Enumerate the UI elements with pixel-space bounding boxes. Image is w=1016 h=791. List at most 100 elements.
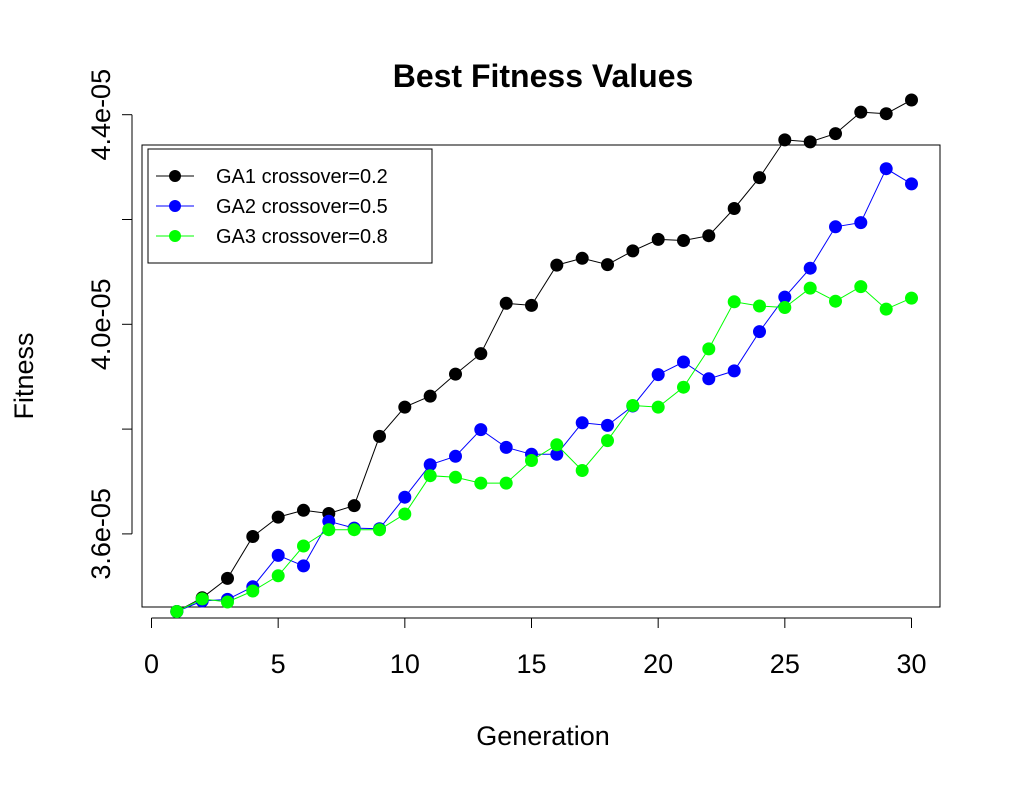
data-point [423,469,437,483]
data-point [601,434,614,448]
y-tick-label: 3.6e-05 [86,488,116,580]
data-point [297,539,310,553]
data-point [601,258,614,272]
data-point [753,171,766,185]
data-point [727,364,741,378]
data-point [677,380,690,394]
series-1 [170,93,918,618]
data-point [398,507,412,521]
data-point [271,569,285,583]
data-point [423,389,437,403]
data-point [753,299,766,313]
data-point [474,423,488,437]
data-point [550,438,564,452]
data-point [778,301,792,314]
data-point [778,133,792,147]
data-point [398,490,412,504]
legend-marker [169,200,181,212]
legend-marker [169,230,181,242]
data-point [829,220,842,234]
data-point [449,470,462,484]
data-point [195,592,209,606]
data-point [727,202,741,215]
x-tick-label: 5 [271,649,286,679]
data-point [499,296,513,310]
data-point [221,571,234,585]
data-point [626,244,640,258]
data-point [727,295,741,309]
data-point [854,280,868,294]
x-tick-label: 0 [144,649,159,679]
x-tick-label: 30 [896,649,926,679]
legend-box [147,148,433,264]
data-point [550,447,564,461]
data-point [879,302,893,316]
legend-label: GA1 crossover=0.2 [216,166,388,188]
data-point [778,290,792,304]
data-point [499,476,513,490]
data-point [449,449,462,463]
data-point [905,291,918,305]
data-point [271,548,285,562]
plot-frame [141,144,941,608]
y-tick-label: 4.4e-05 [86,69,116,161]
data-point [753,325,766,339]
data-point [575,416,589,430]
data-point [347,499,361,513]
data-point [829,294,842,308]
series-layer [170,93,918,618]
data-point [879,107,893,121]
data-point [525,298,538,312]
x-axis-title: Generation [476,721,610,751]
data-point [423,458,437,472]
data-point [525,454,538,467]
data-point [474,476,488,490]
data-point [651,232,665,246]
data-point [905,93,918,107]
data-point [702,229,716,243]
x-tick-label: 25 [770,649,800,679]
data-point [702,342,716,356]
data-point [297,559,310,573]
data-point [803,261,817,275]
series-line [176,285,912,612]
data-point [499,440,513,454]
data-point [803,135,817,149]
data-point [601,418,614,432]
data-point [297,503,310,517]
data-point [651,368,665,382]
data-point [550,258,564,272]
x-axis: 0 5 10 15 20 25 30 [144,617,927,679]
legend-label: GA2 crossover=0.5 [216,196,388,218]
x-tick-label: 15 [516,649,546,679]
data-point [221,595,234,609]
data-point [373,429,386,443]
x-tick-label: 20 [643,649,673,679]
data-point [271,510,285,524]
series-3 [170,280,918,618]
data-point [575,251,589,265]
legend: GA1 crossover=0.2 GA2 crossover=0.5 GA3 cr… [147,148,433,264]
data-point [829,127,842,141]
legend-label: GA3 crossover=0.8 [216,226,388,248]
data-point [854,216,868,230]
data-point [170,605,184,618]
data-point [854,105,868,119]
data-point [322,523,336,537]
data-point [449,367,462,381]
data-point [702,372,716,386]
data-point [626,399,640,412]
y-tick-label: 4.0e-05 [86,279,116,371]
data-point [347,523,361,537]
data-point [905,177,918,191]
x-tick-label: 10 [390,649,420,679]
data-point [651,400,665,414]
data-point [373,523,386,537]
data-point [398,400,412,414]
data-point [879,162,893,176]
data-point [677,234,690,247]
data-point [803,281,817,295]
data-point [677,355,690,369]
y-axis: 3.6e-05 4.0e-05 4.4e-05 [86,69,133,580]
